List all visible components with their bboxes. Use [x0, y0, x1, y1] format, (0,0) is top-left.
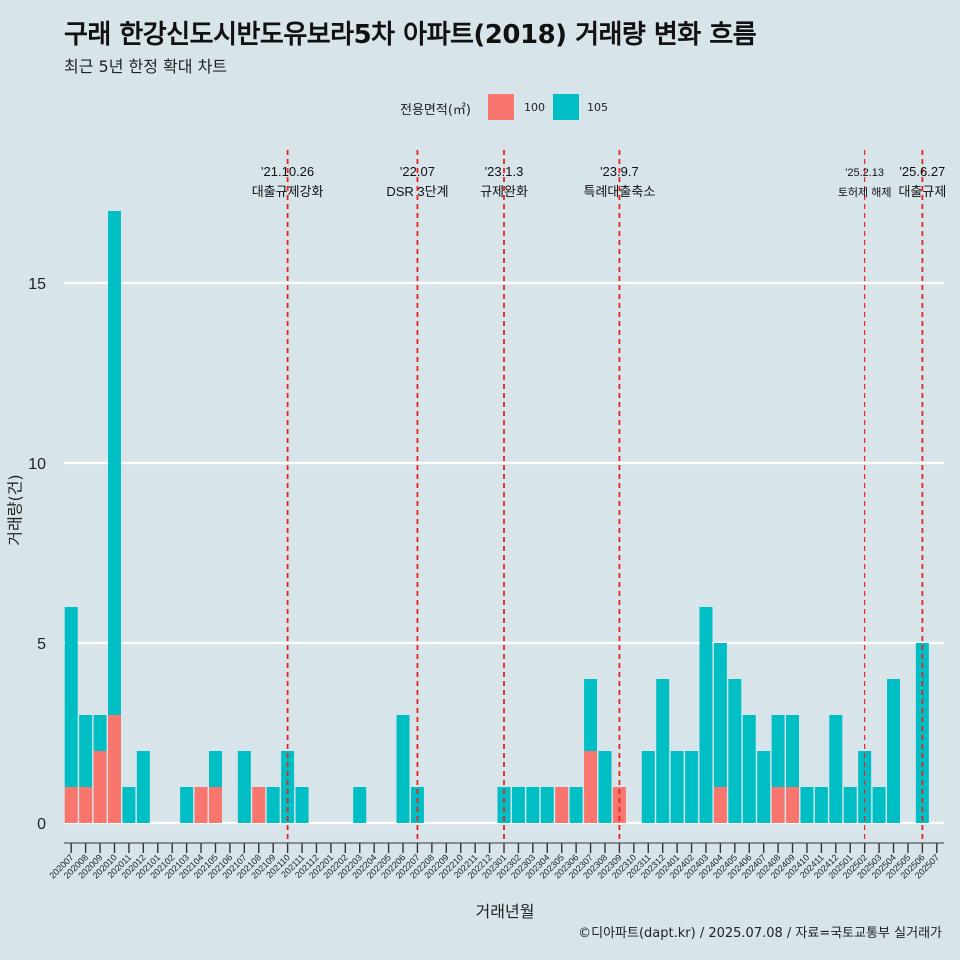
bar-105-202107 [237, 751, 251, 823]
legend-key-105 [553, 94, 579, 120]
bar-100-202105 [208, 787, 222, 823]
chart-title: 구래 한강신도시반도유보라5차 아파트(2018) 거래량 변화 흐름 [64, 20, 757, 50]
event-label: 특례대출축소 [584, 184, 656, 199]
bar-105-202406 [742, 715, 756, 823]
event-label: 규제완화 [480, 184, 528, 199]
bar-105-202304 [540, 787, 554, 823]
x-axis-label: 거래년월 [475, 902, 535, 921]
legend-title: 전용면적(㎡) [400, 103, 471, 118]
legend-label-105: 105 [587, 101, 608, 114]
event-date: '21.10.26 [261, 164, 314, 179]
bar-105-202504 [887, 679, 900, 823]
bar-105-202008 [79, 715, 93, 787]
event-date: '25.2.13 [845, 167, 884, 179]
bar-105-202007 [64, 607, 78, 787]
event-date: '25.6.27 [899, 164, 945, 179]
y-tick-label: 15 [28, 276, 46, 293]
bar-105-202105 [208, 751, 222, 787]
chart-subtitle: 최근 5년 한정 확대 차트 [64, 57, 228, 76]
event-date: '22.07 [400, 164, 435, 179]
event-date: '23.9.7 [600, 164, 639, 179]
bar-105-202103 [180, 787, 194, 823]
bar-105-202412 [829, 715, 843, 823]
bar-105-202109 [266, 787, 280, 823]
bar-105-202405 [728, 679, 742, 823]
bar-100-202409 [786, 787, 800, 823]
bar-105-202404 [713, 643, 727, 787]
y-tick-label: 5 [37, 636, 46, 653]
bar-105-202307 [584, 679, 598, 751]
bar-105-202110 [281, 751, 295, 823]
bar-100-202307 [584, 751, 598, 823]
bar-105-202111 [295, 787, 309, 823]
bar-105-202502 [858, 751, 872, 823]
bar-105-202407 [757, 751, 771, 823]
y-tick-label: 10 [28, 456, 46, 473]
bar-105-202312 [656, 679, 670, 823]
bar-105-202302 [511, 787, 525, 823]
bar-100-202009 [93, 751, 107, 823]
legend-label-100: 100 [524, 101, 545, 114]
bar-100-202404 [713, 787, 727, 823]
bar-105-202409 [786, 715, 800, 787]
bar-105-202301 [497, 787, 511, 823]
bar-100-202408 [771, 787, 785, 823]
bar-105-202009 [93, 715, 107, 751]
bar-105-202408 [771, 715, 785, 787]
bar-105-202402 [685, 751, 699, 823]
bar-105-202207 [410, 787, 424, 823]
bar-105-202011 [122, 787, 136, 823]
event-label: 토허제 해제 [838, 185, 892, 199]
bar-105-202311 [641, 751, 655, 823]
bar-100-202309 [612, 787, 626, 823]
event-label: 대출규제 [898, 184, 946, 199]
source-caption: ©디아파트(dapt.kr) / 2025.07.08 / 자료=국토교통부 실… [578, 926, 942, 941]
legend-key-100 [488, 94, 514, 120]
bar-105-202410 [800, 787, 814, 823]
bar-105-202403 [699, 607, 713, 823]
bar-105-202306 [569, 787, 583, 823]
event-date: '23.1.3 [485, 164, 524, 179]
bar-105-202308 [598, 751, 612, 823]
bar-100-202010 [108, 715, 121, 823]
event-label: DSR 3단계 [386, 184, 448, 199]
bar-105-202206 [396, 715, 410, 823]
legend: 전용면적(㎡) 100 105 [0, 92, 960, 122]
y-tick-label: 0 [37, 816, 46, 833]
bar-100-202007 [64, 787, 78, 823]
bar-100-202108 [252, 787, 266, 823]
bar-105-202503 [872, 787, 886, 823]
bar-100-202305 [555, 787, 569, 823]
bar-105-202506 [915, 643, 929, 823]
bar-105-202501 [843, 787, 857, 823]
bar-100-202008 [79, 787, 93, 823]
bar-105-202303 [526, 787, 540, 823]
bar-105-202010 [108, 211, 121, 715]
bar-105-202203 [353, 787, 367, 823]
bar-105-202012 [136, 751, 150, 823]
bar-100-202104 [194, 787, 208, 823]
bar-105-202401 [670, 751, 684, 823]
y-axis-label: 거래량(건) [5, 474, 25, 546]
bar-105-202411 [814, 787, 828, 823]
event-label: 대출규제강화 [252, 184, 324, 199]
